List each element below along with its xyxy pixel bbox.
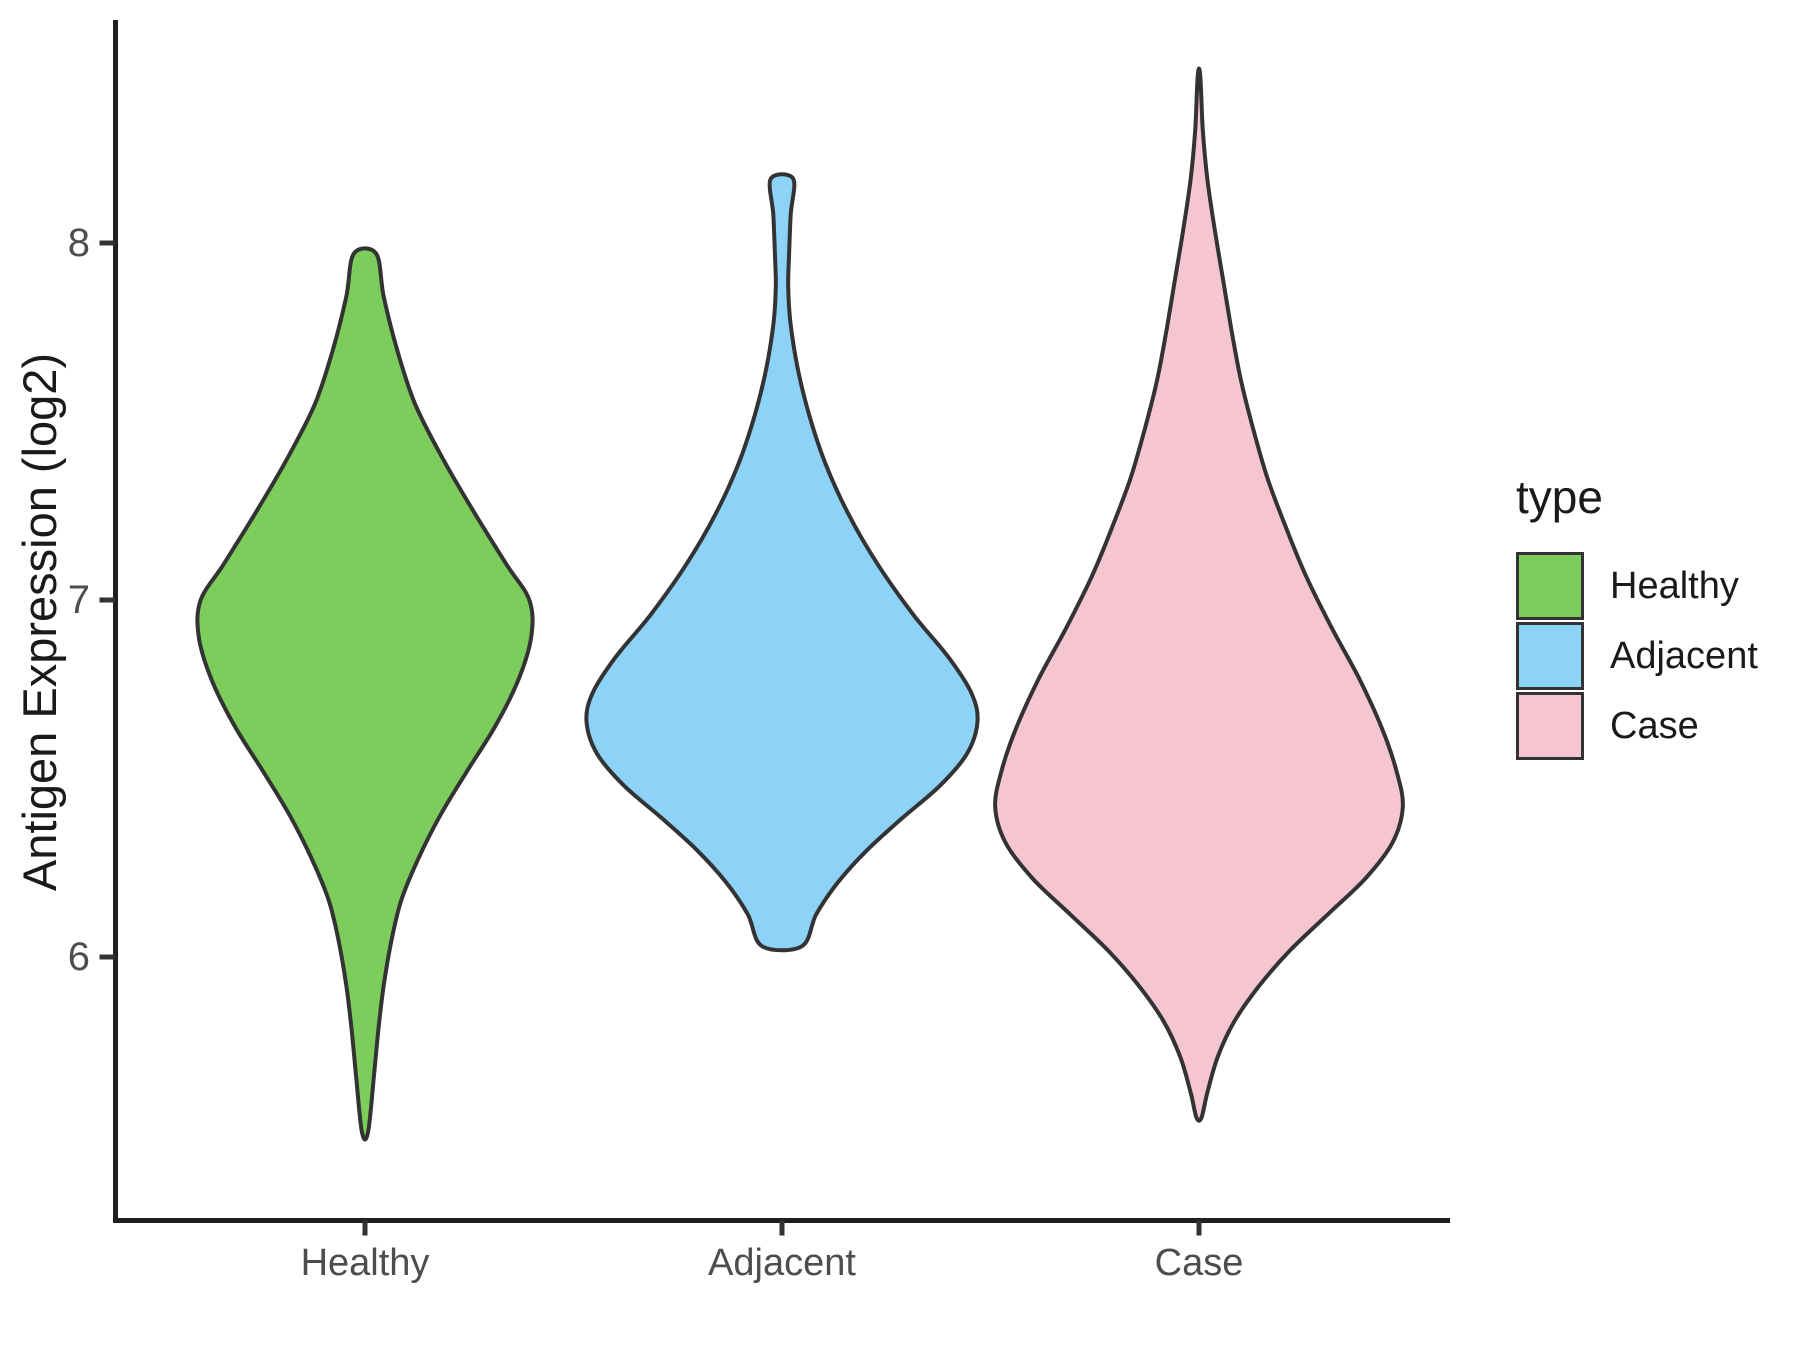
legend: type Healthy Adjacent Case (1516, 470, 1796, 762)
x-tick-label-healthy: Healthy (300, 1242, 430, 1284)
x-tick-label-case: Case (1154, 1242, 1244, 1284)
x-tick-label-adjacent: Adjacent (708, 1242, 856, 1284)
y-tick-label-6: 6 (67, 935, 90, 979)
y-tick-label-7: 7 (67, 578, 90, 622)
legend-item-case: Case (1516, 692, 1796, 760)
legend-label-healthy: Healthy (1610, 564, 1739, 607)
legend-key-adjacent (1516, 622, 1584, 690)
legend-item-adjacent: Adjacent (1516, 622, 1796, 690)
legend-key-case (1516, 692, 1584, 760)
legend-item-healthy: Healthy (1516, 552, 1796, 620)
legend-title: type (1516, 471, 1603, 523)
legend-items: Healthy Adjacent Case (1516, 552, 1796, 760)
legend-key-healthy (1516, 552, 1584, 620)
legend-label-adjacent: Adjacent (1610, 634, 1758, 677)
violin-case (993, 66, 1405, 1123)
legend-label-case: Case (1610, 704, 1699, 747)
y-tick-label-8: 8 (67, 221, 90, 265)
violin-adjacent (584, 172, 980, 953)
violin-healthy (195, 246, 535, 1142)
